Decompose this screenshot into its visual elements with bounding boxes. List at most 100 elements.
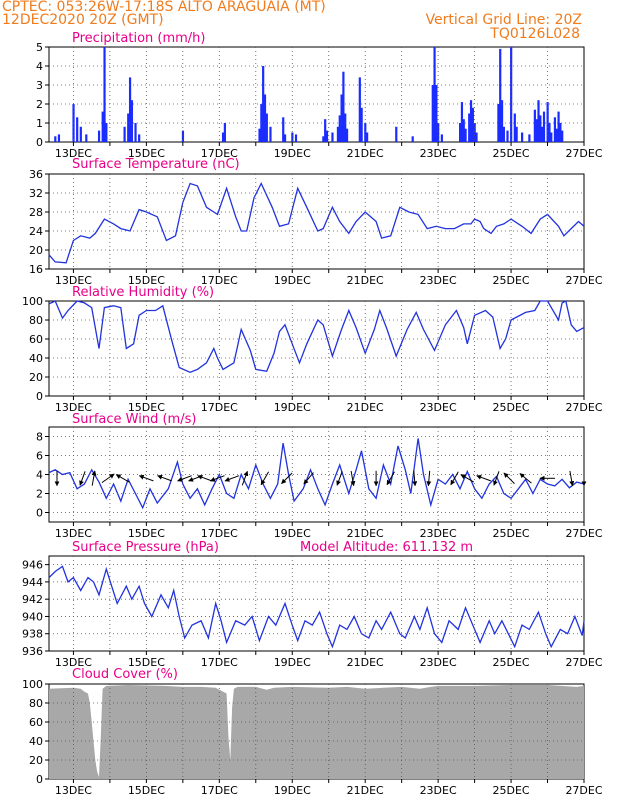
series-line (48, 565, 585, 649)
precipitation-title: Precipitation (mm/h) (72, 31, 205, 46)
precipitation-panel: Precipitation (mm/h) 0 1 2 3 4 5 13DEC 15DEC 17D… (36, 31, 603, 160)
precip-bar (269, 126, 272, 142)
temperature-plot: 16 20 24 28 32 36 13DEC 15DEC 17DEC 19DEC 21DEC 23D… (29, 168, 603, 287)
wind-arrow (115, 474, 130, 483)
precip-bar (548, 123, 551, 142)
y-tick-label: 100 (22, 678, 43, 691)
y-tick-label: 80 (29, 697, 43, 710)
wind-arrow (224, 475, 240, 482)
precip-bar (283, 134, 287, 142)
precip-bar (535, 119, 538, 142)
plot-frame (48, 46, 585, 143)
x-tick-label: 27DEC (565, 401, 602, 414)
wind-arrow (503, 472, 515, 484)
precip-bar (344, 113, 347, 142)
precip-bar (537, 100, 540, 142)
precip-bar (533, 109, 536, 142)
wind-arrow (386, 471, 395, 486)
precip-bar (128, 77, 132, 142)
wind-arrow (569, 470, 575, 487)
wind-arrow (450, 471, 459, 486)
y-tick-label: 2 (36, 98, 43, 111)
x-tick-label: 27DEC (565, 274, 602, 287)
wind-arrow (91, 470, 97, 486)
precip-bar (127, 113, 130, 142)
model-altitude: Model Altitude: 611.132 m (300, 540, 473, 555)
y-tick-label: 4 (36, 60, 43, 73)
wind-panel: Surface Wind (m/s) 0 2 4 6 8 13DEC 15DEC 17DEC 1… (36, 412, 603, 540)
precip-bar (411, 136, 414, 142)
y-tick-label: 28 (29, 206, 43, 219)
y-tick-label: 942 (22, 593, 43, 606)
x-tick-label: 19DEC (274, 784, 311, 797)
precip-bar (138, 134, 141, 142)
precip-bar (265, 113, 268, 142)
x-tick-label: 17DEC (201, 401, 238, 414)
precip-bar (506, 130, 509, 142)
wind-arrow (350, 470, 356, 487)
x-tick-label: 15DEC (128, 527, 165, 540)
precip-bar (291, 132, 294, 142)
x-tick-label: 21DEC (347, 784, 384, 797)
precip-bar (123, 126, 126, 142)
precip-bar (358, 77, 361, 142)
y-tick-label: 16 (29, 263, 43, 276)
run-id: TQ0126L028 (490, 26, 580, 42)
y-tick-label: 40 (29, 735, 43, 748)
wind-arrow (460, 474, 475, 483)
x-tick-label: 19DEC (274, 401, 311, 414)
wind-arrow (177, 475, 192, 482)
wind-arrow (336, 471, 343, 486)
cloud-cover-area (49, 685, 584, 779)
x-tick-label: 27DEC (565, 147, 602, 160)
station-header: CPTEC: 053:26W-17:18S ALTO ARAGUAIA (MT) (2, 0, 326, 15)
precip-bar (561, 130, 564, 142)
precip-bar (221, 132, 225, 142)
y-tick-label: 80 (29, 314, 43, 327)
precip-bar (103, 47, 106, 142)
precip-bar (435, 85, 438, 142)
precip-bar (469, 100, 473, 142)
y-tick-label: 36 (29, 168, 43, 181)
series-line (48, 300, 585, 374)
x-tick-label: 25DEC (493, 147, 530, 160)
precip-bar (263, 94, 267, 142)
precip-bar (342, 71, 345, 142)
precip-bar (262, 66, 265, 142)
x-tick-label: 17DEC (201, 656, 238, 669)
y-tick-label: 2 (36, 488, 43, 501)
precip-bar (460, 102, 464, 142)
precip-bar (528, 134, 531, 142)
precip-bar (340, 94, 343, 142)
wind-arrow (197, 474, 212, 482)
series-line (48, 438, 585, 510)
precip-bar (502, 126, 505, 142)
precip-bar (360, 107, 363, 142)
y-tick-label: 20 (29, 371, 43, 384)
wind-arrow (241, 470, 249, 486)
x-tick-label: 21DEC (347, 527, 384, 540)
x-tick-label: 23DEC (420, 147, 457, 160)
plot-frame (48, 555, 585, 652)
precip-bar (101, 111, 104, 142)
x-tick-label: 25DEC (493, 274, 530, 287)
x-tick-label: 21DEC (347, 401, 384, 414)
cloud-cover-panel: Cloud Cover (%) 0 20 40 60 80 100 13DEC 15DEC 17… (22, 667, 603, 797)
precip-bar (550, 132, 553, 142)
plot-frame (48, 300, 585, 397)
y-tick-label: 60 (29, 333, 43, 346)
precip-bar (464, 128, 467, 142)
precip-bar (294, 134, 298, 142)
y-tick-label: 20 (29, 244, 43, 257)
x-tick-label: 21DEC (347, 147, 384, 160)
x-tick-label: 27DEC (565, 527, 602, 540)
wind-arrow (209, 475, 225, 482)
humidity-title: Relative Humidity (%) (72, 285, 214, 300)
pressure-title: Surface Pressure (hPa) (72, 540, 219, 555)
precip-bar (331, 132, 334, 142)
precipitation-plot: 0 1 2 3 4 5 13DEC 15DEC 17DEC 19DEC 21DEC 23DEC 25DE… (36, 41, 603, 160)
precip-bar (510, 47, 513, 142)
y-tick-label: 6 (36, 450, 43, 463)
wind-arrow (138, 474, 154, 482)
x-tick-label: 25DEC (493, 656, 530, 669)
